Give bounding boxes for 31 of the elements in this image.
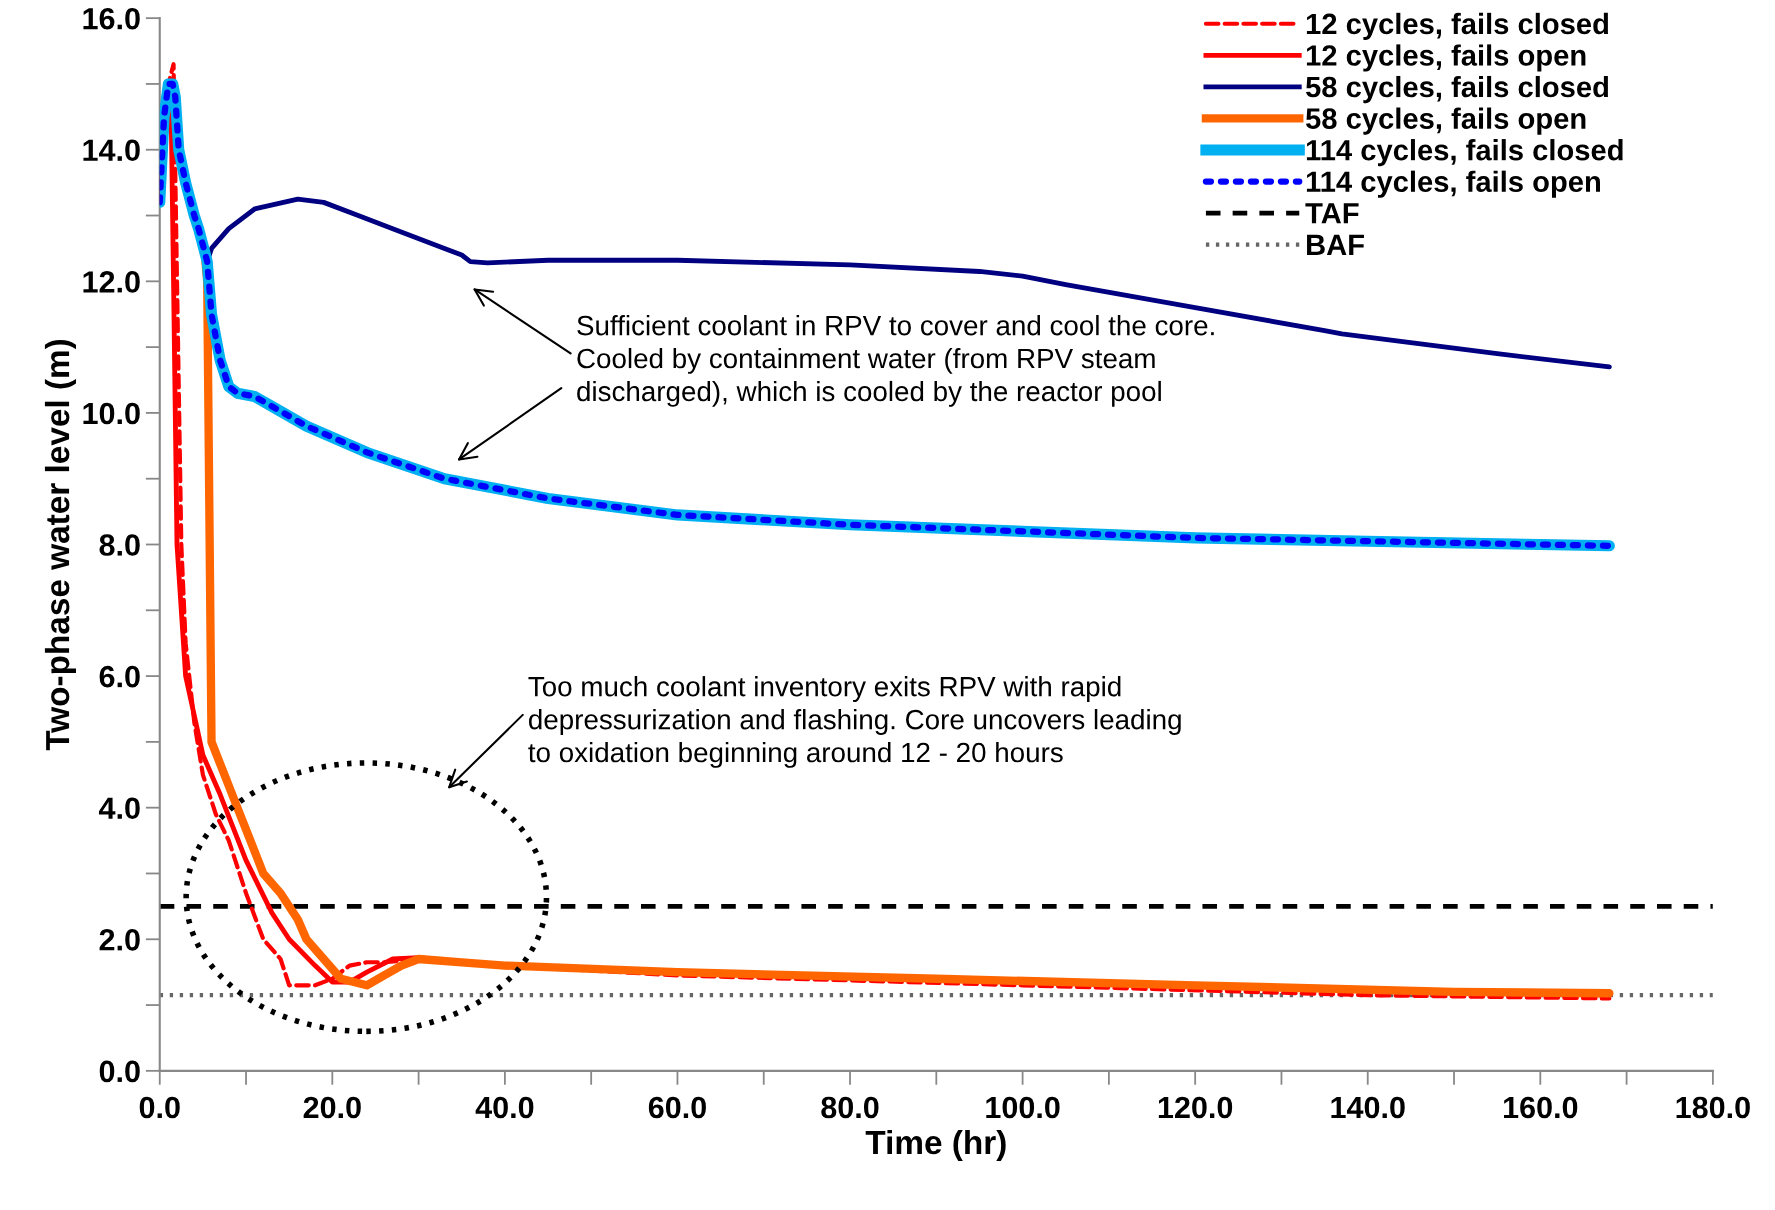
legend-label: 58 cycles, fails open (1305, 107, 1586, 135)
legend-label: 12 cycles, fails open (1306, 44, 1586, 72)
legend-label: BAF (1307, 234, 1364, 255)
x-tick-label: 80.0 (821, 1096, 879, 1119)
y-tick-label: 0.0 (99, 1060, 140, 1083)
x-tick-label: 160.0 (1504, 1096, 1578, 1119)
legend-label: 12 cycles, fails closed (1306, 12, 1608, 41)
y-tick-label: 2.0 (99, 929, 140, 951)
y-tick-label: 10.0 (83, 402, 140, 425)
legend-label: 114 cycles, fails open (1306, 170, 1600, 198)
x-tick-label: 140.0 (1331, 1096, 1405, 1119)
legend-label: TAF (1305, 203, 1359, 224)
x-tick-label: 40.0 (475, 1096, 534, 1119)
annotation: Sufficient coolant in RPV to cover and cool the core. Cooled by containment water (from RPV steam discharged), which is cooled by the reactor pool (577, 315, 1214, 407)
y-tick-label: 8.0 (99, 534, 140, 556)
y-axis-title: Two-phase water level (m) (44, 339, 76, 751)
y-tick-label: 12.0 (83, 271, 140, 293)
y-tick-label: 14.0 (83, 139, 140, 162)
annotation: Too much coolant inventory exits RPV with rapid depressurization and flashing. Core uncovers leading to oxidation beginning around 12 - 20 hours (528, 676, 1181, 768)
x-tick-label: 60.0 (648, 1096, 706, 1119)
x-tick-label: 180.0 (1676, 1096, 1750, 1119)
legend-label: 114 cycles, fails closed (1306, 139, 1623, 167)
x-axis-title: Time (hr) (865, 1129, 1006, 1161)
x-tick-label: 100.0 (986, 1096, 1060, 1119)
x-tick-label: 20.0 (303, 1096, 361, 1119)
x-tick-label: 0.0 (139, 1096, 180, 1119)
y-tick-label: 4.0 (98, 797, 140, 820)
y-tick-label: 6.0 (99, 665, 140, 688)
y-tick-label: 16.0 (83, 7, 140, 30)
x-tick-label: 120.0 (1158, 1096, 1233, 1119)
legend-label: 58 cycles, fails closed (1305, 75, 1608, 104)
